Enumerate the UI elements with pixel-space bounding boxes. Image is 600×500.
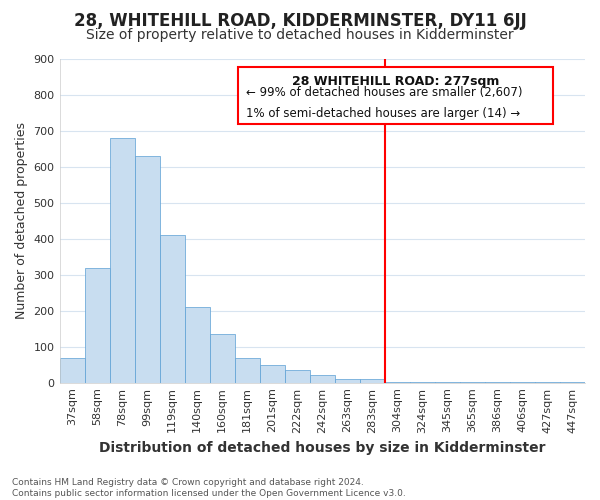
Bar xyxy=(59,358,85,382)
Bar xyxy=(110,138,134,382)
Bar xyxy=(185,307,209,382)
X-axis label: Distribution of detached houses by size in Kidderminster: Distribution of detached houses by size … xyxy=(99,441,545,455)
Text: 1% of semi-detached houses are larger (14) →: 1% of semi-detached houses are larger (1… xyxy=(246,107,520,120)
Text: Size of property relative to detached houses in Kidderminster: Size of property relative to detached ho… xyxy=(86,28,514,42)
Y-axis label: Number of detached properties: Number of detached properties xyxy=(15,122,28,320)
Bar xyxy=(160,235,185,382)
Bar xyxy=(360,379,385,382)
Bar xyxy=(335,379,360,382)
Bar xyxy=(260,366,285,382)
Bar xyxy=(235,358,260,382)
Bar xyxy=(134,156,160,382)
Bar xyxy=(310,376,335,382)
Text: 28, WHITEHILL ROAD, KIDDERMINSTER, DY11 6JJ: 28, WHITEHILL ROAD, KIDDERMINSTER, DY11 … xyxy=(74,12,526,30)
Bar xyxy=(209,334,235,382)
Bar xyxy=(285,370,310,382)
Text: 28 WHITEHILL ROAD: 277sqm: 28 WHITEHILL ROAD: 277sqm xyxy=(292,75,500,88)
Text: ← 99% of detached houses are smaller (2,607): ← 99% of detached houses are smaller (2,… xyxy=(246,86,523,99)
Text: Contains HM Land Registry data © Crown copyright and database right 2024.
Contai: Contains HM Land Registry data © Crown c… xyxy=(12,478,406,498)
Bar xyxy=(85,268,110,382)
FancyBboxPatch shape xyxy=(238,67,553,124)
